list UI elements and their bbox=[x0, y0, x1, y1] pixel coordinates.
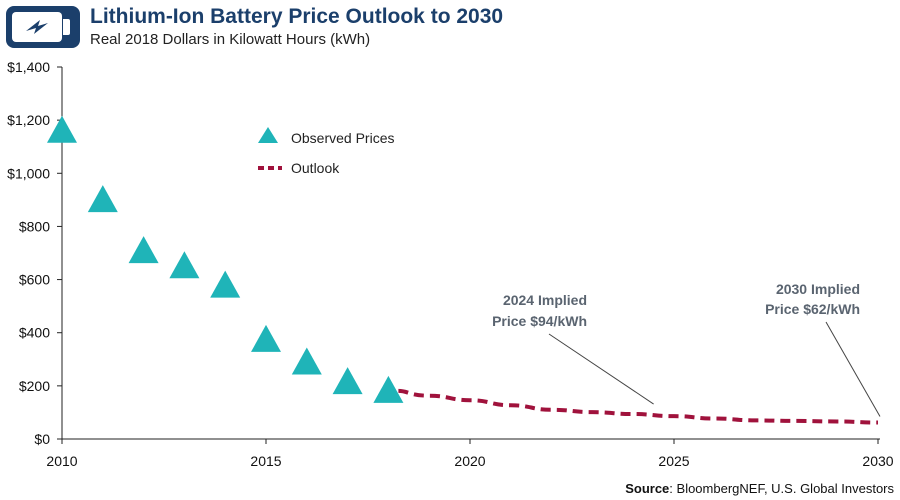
annotation-2024-line1: 2024 Implied bbox=[503, 292, 587, 308]
legend-observed-marker bbox=[258, 127, 278, 143]
chart-subtitle: Real 2018 Dollars in Kilowatt Hours (kWh… bbox=[90, 31, 371, 48]
source-label: Source bbox=[625, 481, 670, 496]
annotation-2024-pointer bbox=[548, 333, 654, 405]
y-tick-label: $800 bbox=[19, 218, 50, 234]
observed-price-point bbox=[373, 375, 404, 403]
x-tick-label: 2030 bbox=[862, 453, 893, 469]
chart-title: Lithium-Ion Battery Price Outlook to 203… bbox=[90, 5, 504, 28]
annotation-2030-pointer bbox=[825, 321, 881, 417]
outlook-line bbox=[398, 388, 879, 425]
source-note: Source: BloombergNEF, U.S. Global Invest… bbox=[625, 481, 894, 496]
source-text: : BloombergNEF, U.S. Global Investors bbox=[669, 481, 894, 496]
annotation-2024-line2: Price $94/kWh bbox=[492, 313, 587, 329]
y-tick-label: $400 bbox=[19, 325, 50, 341]
observed-price-point bbox=[210, 270, 241, 298]
chart-header: Lithium-Ion Battery Price Outlook to 203… bbox=[6, 4, 886, 50]
observed-price-point bbox=[251, 324, 281, 352]
y-tick-label: $0 bbox=[34, 431, 50, 447]
observed-price-point bbox=[169, 251, 200, 279]
x-tick-label: 2010 bbox=[46, 453, 77, 469]
legend-outlook-label: Outlook bbox=[291, 160, 340, 176]
y-tick-label: $600 bbox=[19, 272, 50, 288]
x-tick-label: 2020 bbox=[454, 453, 485, 469]
legend-observed-label: Observed Prices bbox=[291, 130, 394, 146]
observed-price-point bbox=[87, 185, 118, 213]
observed-price-point bbox=[47, 115, 77, 143]
observed-price-point bbox=[291, 347, 322, 375]
annotation-2030-line2: Price $62/kWh bbox=[765, 301, 860, 317]
y-tick-label: $1,000 bbox=[7, 165, 50, 181]
y-tick-label: $1,400 bbox=[7, 59, 50, 75]
annotation-2030-line1: 2030 Implied bbox=[776, 281, 860, 297]
observed-price-point bbox=[128, 236, 159, 264]
battery-logo-icon bbox=[6, 6, 80, 48]
x-tick-label: 2015 bbox=[250, 453, 281, 469]
y-tick-label: $1,200 bbox=[7, 112, 50, 128]
y-tick-label: $200 bbox=[19, 378, 50, 394]
x-tick-label: 2025 bbox=[658, 453, 689, 469]
observed-price-point bbox=[332, 367, 363, 395]
